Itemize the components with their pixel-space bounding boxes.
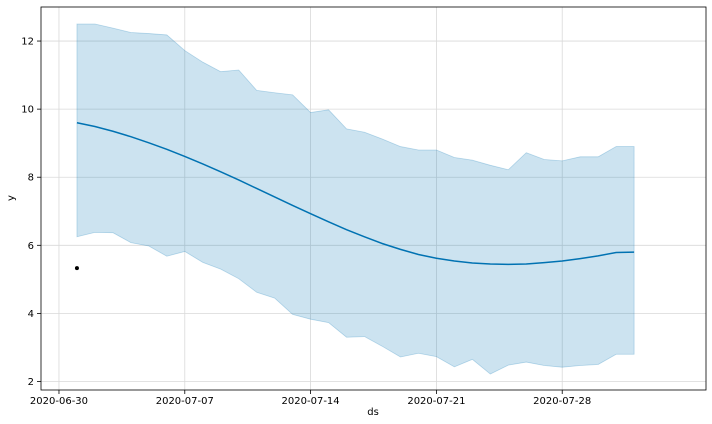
y-axis-label: y: [6, 195, 17, 201]
observed-points-layer: [74, 266, 79, 271]
forecast-line-layer: [76, 122, 635, 266]
uncertainty-band: [76, 23, 635, 375]
forecast-line: [76, 122, 635, 266]
y-tick-label: 12: [21, 37, 34, 48]
x-tick-label: 2020-07-21: [407, 396, 465, 407]
grid-layer: [41, 7, 706, 390]
x-axis-label: ds: [367, 407, 379, 418]
plot-frame: [40, 6, 707, 391]
observed-point: [74, 266, 79, 271]
x-tick-label: 2020-07-28: [533, 396, 591, 407]
x-tick-label: 2020-07-07: [156, 396, 214, 407]
uncertainty-band-layer: [76, 23, 635, 375]
y-tick-label: 8: [28, 173, 34, 184]
x-ticks: 2020-06-30 2020-07-07 2020-07-14 2020-07-21…: [30, 390, 591, 407]
x-tick-label: 2020-06-30: [30, 396, 88, 407]
y-tick-label: 6: [28, 241, 34, 252]
y-tick-label: 2: [28, 377, 34, 388]
x-tick-label: 2020-07-14: [282, 396, 340, 407]
y-ticks: 2 4 6 8 10 12: [21, 37, 41, 388]
y-tick-label: 10: [21, 105, 34, 116]
y-tick-label: 4: [28, 309, 34, 320]
